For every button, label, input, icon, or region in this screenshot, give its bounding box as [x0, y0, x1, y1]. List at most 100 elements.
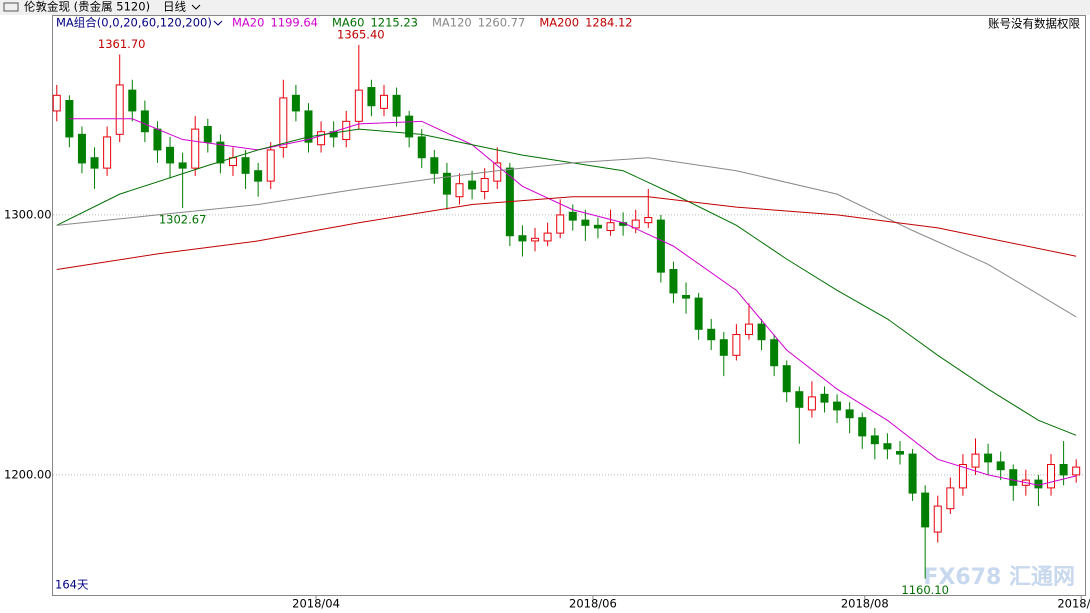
candle-body: [682, 295, 691, 299]
candle-body: [203, 126, 212, 143]
candle-body: [707, 328, 716, 341]
candle-body: [921, 492, 930, 528]
candle-body: [606, 222, 615, 232]
candle-body: [656, 219, 665, 273]
period[interactable]: 日线: [163, 0, 186, 14]
candle-body: [52, 94, 61, 112]
y-tick-label: 1300.00: [4, 207, 52, 221]
candle-body: [216, 141, 225, 164]
days: 164天: [55, 578, 89, 592]
candle-body: [531, 237, 540, 242]
candle-body: [166, 146, 175, 164]
candle-body: [493, 162, 502, 182]
candle-body: [405, 115, 414, 138]
ma-line: [56, 128, 1077, 436]
candle-body: [845, 409, 854, 419]
x-tick-label: 2018/04: [292, 597, 340, 611]
candle-body: [770, 339, 779, 367]
y-tick-label: 1200.00: [4, 467, 52, 481]
candle-body: [1047, 463, 1056, 489]
candle-body: [241, 157, 250, 174]
candle-body: [807, 396, 816, 411]
candle-body: [883, 443, 892, 450]
annotation: 1361.70: [98, 37, 146, 51]
ma-group[interactable]: MA组合(0,0,20,60,120,200): [56, 16, 212, 30]
candle-body: [1059, 463, 1068, 476]
legend-value: 1260.77: [478, 16, 526, 30]
candle-body: [757, 323, 766, 341]
x-tick-label: 2018/09: [1057, 597, 1090, 611]
candle-body: [971, 453, 980, 468]
candle-body: [556, 214, 565, 234]
candle-body: [103, 136, 112, 169]
candle-body: [430, 157, 439, 174]
ma-caret[interactable]: [213, 20, 223, 26]
legend-name: MA60: [332, 16, 364, 30]
candle-body: [593, 224, 602, 229]
candle-body: [254, 170, 263, 182]
candle-body: [191, 128, 200, 169]
candle-body: [1072, 466, 1081, 476]
candle-body: [115, 84, 124, 135]
instrument[interactable]: 伦敦金现 (贵金属 5120): [24, 0, 150, 14]
legend-value: 1199.64: [270, 16, 318, 30]
candle-body: [669, 269, 678, 294]
candle-body: [140, 110, 149, 133]
candle-body: [933, 505, 942, 533]
annotation: 1302.67: [159, 212, 207, 226]
legend-name: MA120: [432, 16, 472, 30]
candle-body: [392, 94, 401, 117]
ma-line: [56, 196, 1077, 271]
candle-body: [317, 131, 326, 146]
legend-value: 1284.12: [585, 16, 633, 30]
candle-body: [417, 136, 426, 159]
candle-body: [984, 453, 993, 463]
candle-body: [1034, 479, 1043, 489]
ma-line: [56, 157, 1077, 318]
candle-body: [379, 94, 388, 109]
menu-icon[interactable]: [3, 2, 19, 12]
candle-body: [744, 323, 753, 336]
candle-body: [178, 162, 187, 169]
candle-body: [895, 450, 904, 455]
candle-body: [568, 211, 577, 221]
candle-body: [782, 365, 791, 393]
candle-body: [543, 232, 552, 242]
period-caret[interactable]: [191, 4, 201, 10]
candle-body: [820, 393, 829, 403]
candle-body: [354, 89, 363, 122]
candle-body: [455, 183, 464, 198]
candle-body: [958, 463, 967, 489]
candle-body: [518, 235, 527, 242]
candle-body: [291, 94, 300, 112]
x-tick-label: 2018/08: [841, 597, 889, 611]
candle-body: [442, 172, 451, 195]
plot-frame: [52, 15, 1086, 596]
candle-body: [631, 219, 640, 229]
watermark: FX678 汇通网: [923, 565, 1075, 590]
candle-body: [719, 339, 728, 356]
candle-body: [266, 149, 275, 182]
candle-body: [480, 178, 489, 193]
candle-body: [468, 180, 477, 190]
legend-name: MA20: [232, 16, 264, 30]
toolbar: [0, 0, 1090, 15]
x-tick-label: 2018/06: [569, 597, 617, 611]
candle-body: [153, 128, 162, 151]
candle-body: [732, 334, 741, 356]
notice: 账号没有数据权限: [988, 17, 1080, 31]
candle-body: [90, 157, 99, 169]
candle-body: [1009, 469, 1018, 486]
candle-body: [581, 219, 590, 226]
candle-body: [833, 401, 842, 411]
candle-body: [996, 461, 1005, 471]
candle-body: [858, 417, 867, 437]
legend-value: 1215.23: [370, 16, 418, 30]
candle-body: [128, 89, 137, 112]
legend-name: MA200: [539, 16, 579, 30]
candle-body: [77, 133, 86, 164]
candle-body: [367, 87, 376, 107]
ma-line: [69, 118, 1077, 486]
